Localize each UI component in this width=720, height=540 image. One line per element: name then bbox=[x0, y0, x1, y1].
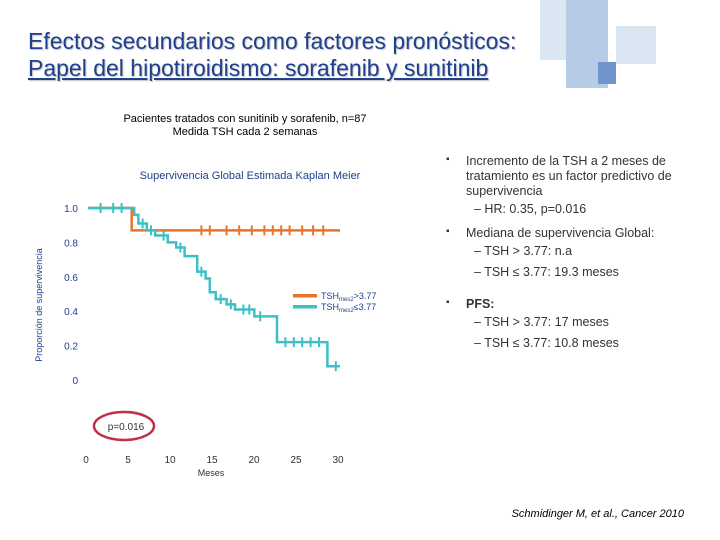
bullet-icon: ▪ bbox=[446, 154, 450, 165]
legend-label: TSHmes2≤3.77 bbox=[321, 302, 376, 314]
y-tick-label: 0.8 bbox=[64, 238, 78, 249]
slide-title: Efectos secundarios como factores pronós… bbox=[28, 28, 668, 82]
study-line-1: Pacientes tratados con sunitinib y soraf… bbox=[123, 113, 367, 125]
y-tick-label: 0 bbox=[72, 376, 78, 387]
x-tick-label: 5 bbox=[125, 455, 131, 466]
y-tick-label: 0.6 bbox=[64, 273, 78, 284]
finding-subitem: – TSH > 3.77: n.a bbox=[474, 244, 573, 258]
x-tick-label: 30 bbox=[332, 455, 344, 466]
kaplan-meier-chart: 0 0.2 0.4 0.6 0.8 1.0 0 5 10 15 20 25 30 Meses TSHmes2… bbox=[64, 203, 376, 478]
finding-subitem: – HR: 0.35, p=0.016 bbox=[474, 202, 587, 216]
x-tick-label: 0 bbox=[83, 455, 89, 466]
bullet-icon: ▪ bbox=[446, 226, 450, 237]
p-value-circle bbox=[92, 410, 156, 442]
finding-text: Incremento de la TSH a 2 meses de tratam… bbox=[466, 154, 672, 198]
title-line-2: Papel del hipotiroidismo: sorafenib y su… bbox=[28, 55, 489, 81]
decor-square-3 bbox=[616, 26, 656, 64]
y-tick-label: 1.0 bbox=[64, 204, 78, 215]
y-tick-label: 0.2 bbox=[64, 342, 78, 353]
x-tick-label: 10 bbox=[164, 455, 176, 466]
x-tick-label: 15 bbox=[206, 455, 218, 466]
legend-label: TSHmes2>3.77 bbox=[321, 291, 376, 303]
legend-swatch bbox=[293, 305, 317, 309]
km-curve-tsh-low bbox=[88, 206, 340, 368]
p-value-label: p=0.016 bbox=[108, 422, 145, 433]
finding-item: ▪ Mediana de supervivencia Global: – TSH… bbox=[446, 226, 696, 283]
study-description: Pacientes tratados con sunitinib y soraf… bbox=[60, 113, 430, 139]
decor-square-4 bbox=[598, 62, 616, 84]
finding-subitem: – TSH > 3.77: 17 meses bbox=[474, 315, 609, 329]
finding-text: Mediana de supervivencia Global: bbox=[466, 226, 655, 240]
finding-subitem: – TSH ≤ 3.77: 10.8 meses bbox=[474, 336, 619, 350]
legend-swatch bbox=[293, 294, 317, 298]
study-line-2: Medida TSH cada 2 semanas bbox=[172, 126, 318, 138]
finding-item: ▪ PFS: – TSH > 3.77: 17 meses – TSH ≤ 3.… bbox=[446, 297, 696, 354]
x-axis-label: Meses bbox=[198, 468, 225, 478]
y-tick-label: 0.4 bbox=[64, 307, 78, 318]
finding-text: PFS: bbox=[466, 297, 495, 311]
finding-subitem: – TSH ≤ 3.77: 19.3 meses bbox=[474, 265, 619, 279]
findings-list: ▪ Incremento de la TSH a 2 meses de trat… bbox=[446, 154, 696, 360]
x-tick-label: 20 bbox=[248, 455, 260, 466]
title-line-1: Efectos secundarios como factores pronós… bbox=[28, 28, 517, 54]
bullet-icon: ▪ bbox=[446, 297, 450, 308]
finding-item: ▪ Incremento de la TSH a 2 meses de trat… bbox=[446, 154, 696, 220]
citation: Schmidinger M, et al., Cancer 2010 bbox=[511, 508, 684, 520]
x-tick-label: 25 bbox=[290, 455, 302, 466]
chart-title: Supervivencia Global Estimada Kaplan Mei… bbox=[139, 170, 361, 182]
